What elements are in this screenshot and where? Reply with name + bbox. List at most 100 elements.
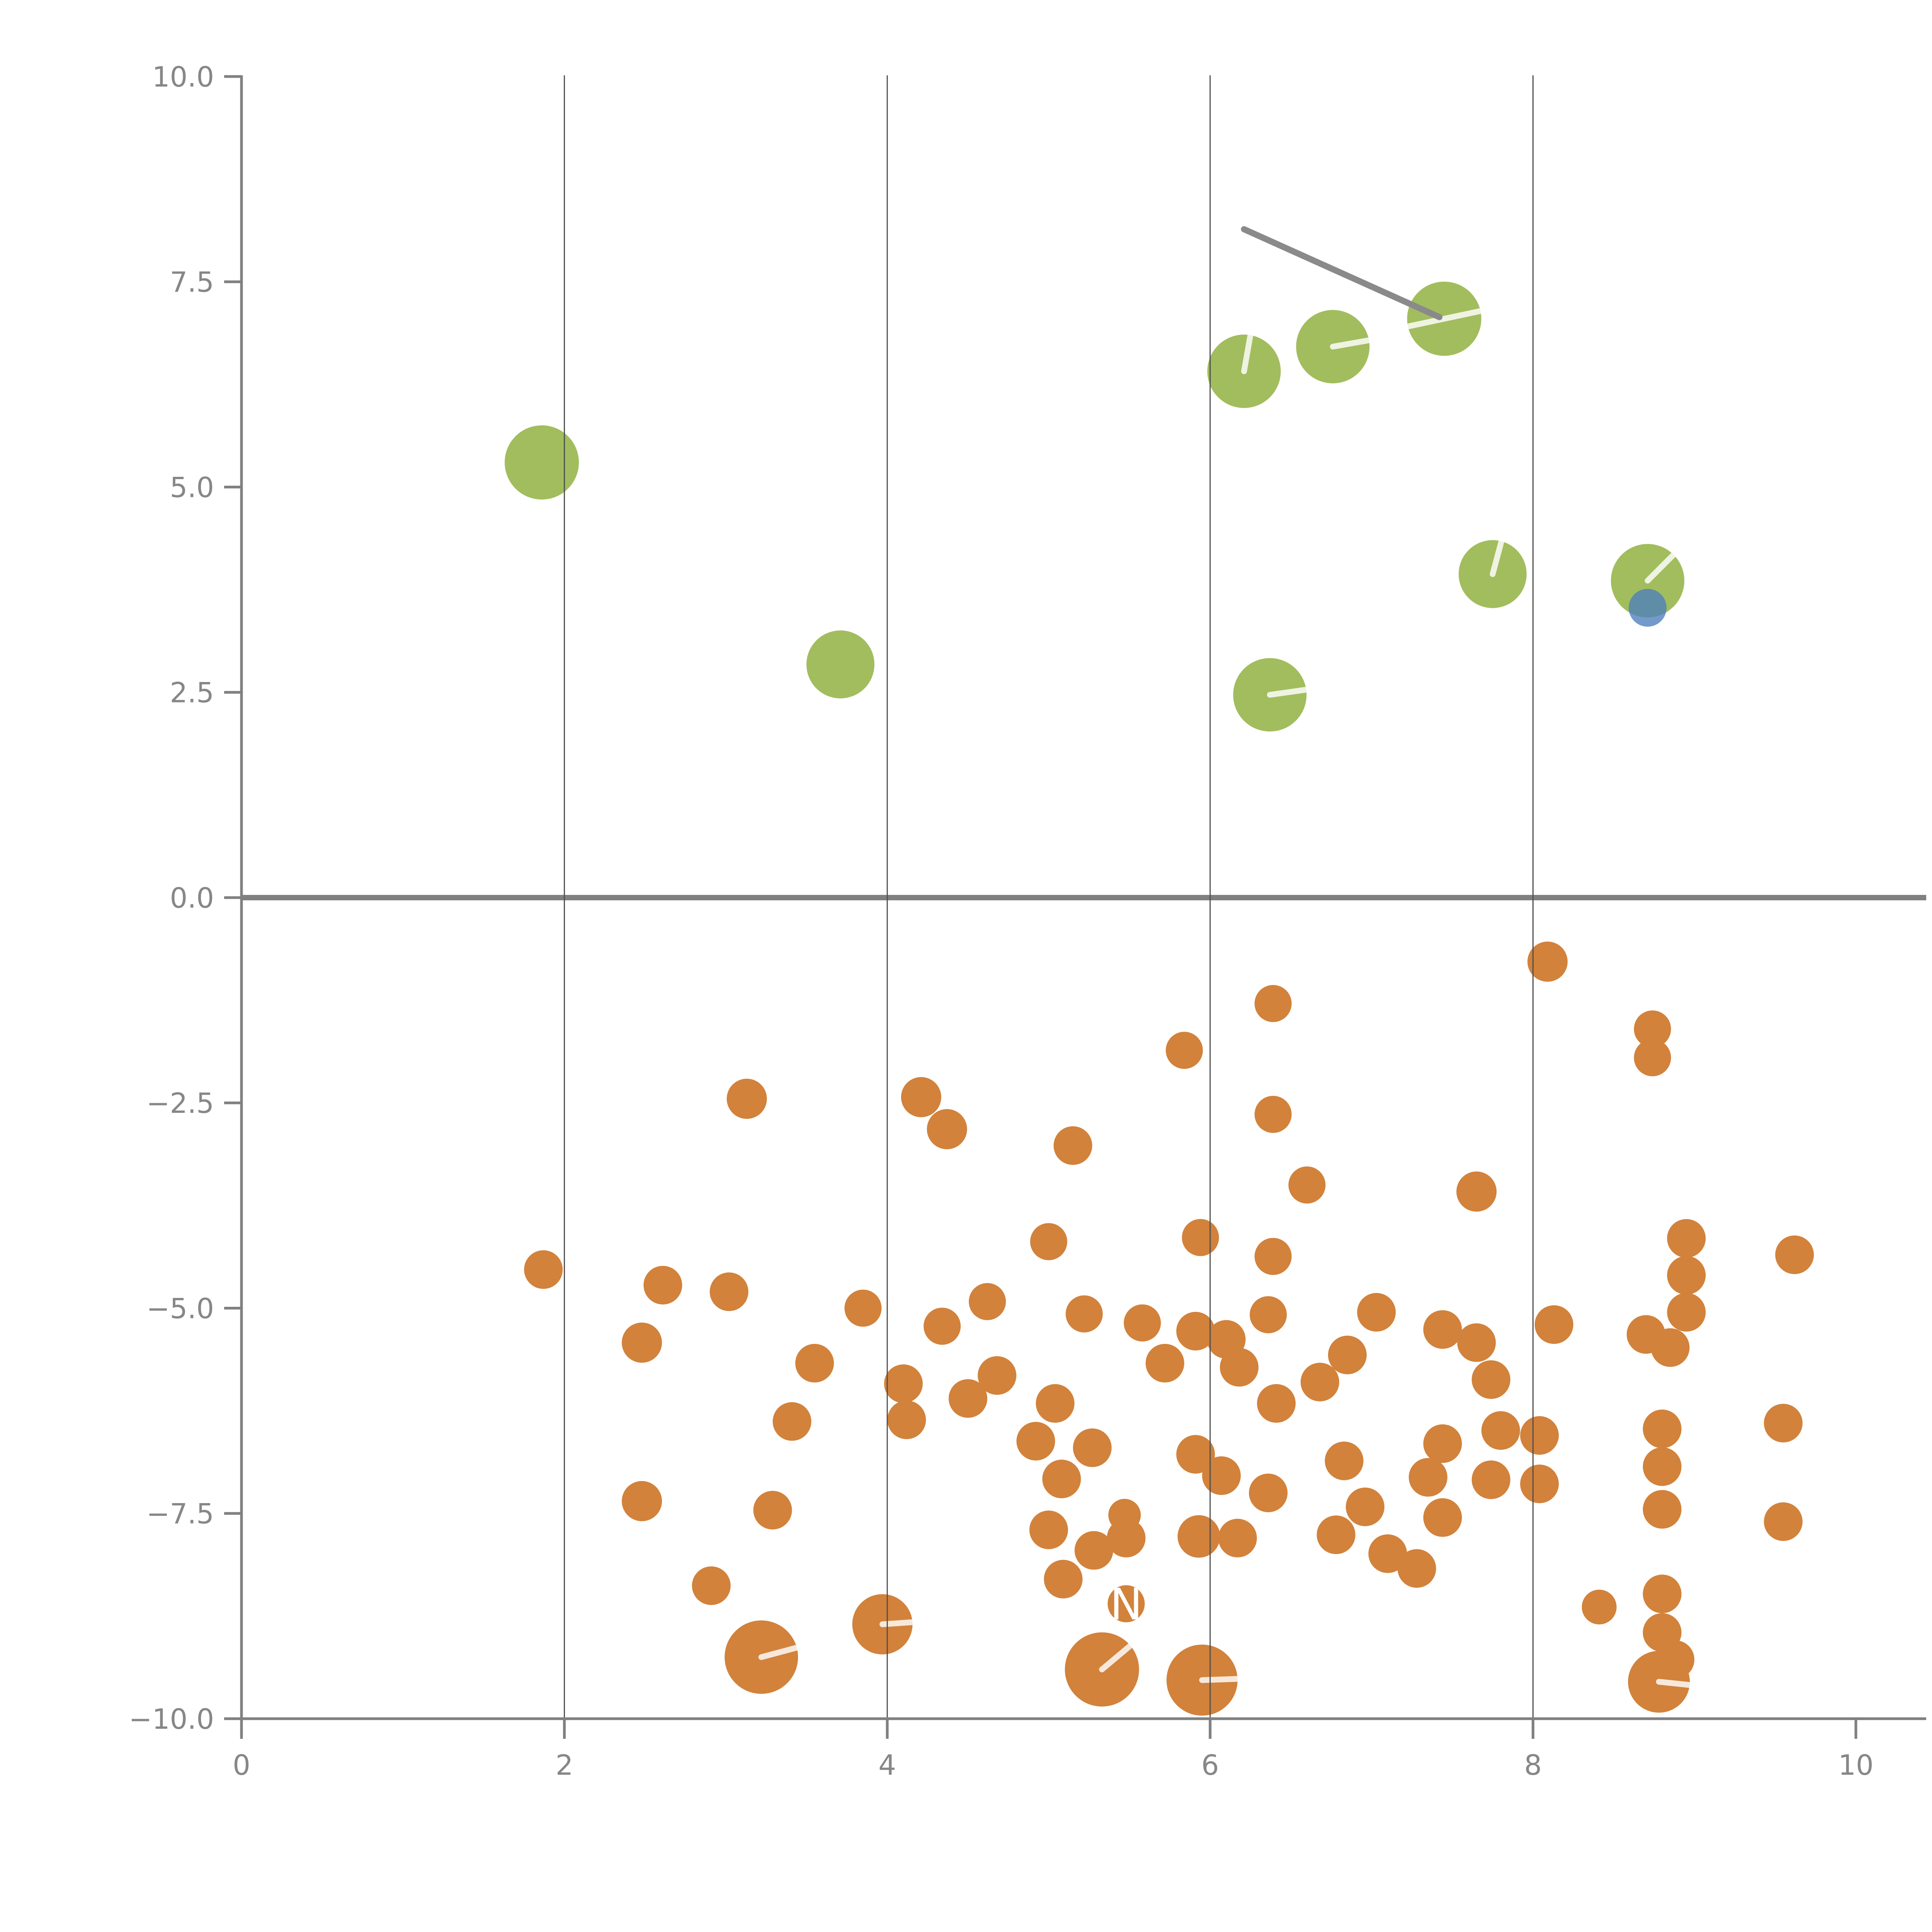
marker-tick-line (1490, 539, 1504, 577)
orange-point (1176, 1435, 1215, 1474)
orange-point (1520, 1464, 1559, 1503)
orange-point (1643, 1447, 1682, 1486)
x-tick-label: 0 (233, 1749, 250, 1781)
orange-point (1520, 1416, 1559, 1455)
orange-point (1667, 1219, 1706, 1258)
orange-point (884, 1364, 923, 1403)
orange-point (844, 1289, 882, 1327)
x-tick-label: 10 (1838, 1749, 1874, 1781)
orange-point (1325, 1441, 1364, 1480)
y-tick-label: −5.0 (146, 1292, 214, 1325)
orange-point (1423, 1424, 1462, 1463)
orange-point (978, 1356, 1017, 1395)
orange-point (1316, 1515, 1355, 1554)
y-tick-label: 2.5 (170, 677, 214, 709)
orange-point (1202, 1456, 1241, 1495)
orange-point (1053, 1126, 1092, 1165)
orange-point (949, 1379, 988, 1418)
orange-point (1124, 1304, 1161, 1342)
orange-point (753, 1491, 792, 1530)
orange-point (1764, 1502, 1803, 1541)
orange-point (1220, 1348, 1259, 1387)
orange-point (1481, 1411, 1520, 1450)
orange-point (1300, 1362, 1339, 1401)
orange-point (1254, 985, 1292, 1022)
orange-point (1145, 1344, 1184, 1383)
orange-point (1397, 1549, 1436, 1588)
orange-point (1423, 1498, 1462, 1537)
orange-point (923, 1308, 961, 1345)
marker-tick-line (1406, 308, 1483, 329)
annotation-line (1241, 226, 1443, 320)
orange-point (1408, 1458, 1447, 1497)
orange-point (1029, 1510, 1068, 1549)
orange-point (1288, 1166, 1326, 1204)
orange-point (1345, 1487, 1384, 1526)
orange-point (1074, 1531, 1113, 1570)
orange-point (1534, 1305, 1573, 1344)
orange-point (1527, 941, 1568, 982)
orange-point (1667, 1293, 1706, 1332)
orange-point (772, 1402, 811, 1441)
orange-point (1457, 1323, 1496, 1362)
point-label-N: N (1110, 1580, 1143, 1630)
orange-point (1257, 1384, 1296, 1423)
orange-point (1634, 1010, 1671, 1048)
orange-point (1254, 1096, 1292, 1133)
orange-point (795, 1344, 834, 1383)
orange-point (1582, 1590, 1617, 1624)
orange-point (1030, 1223, 1067, 1260)
marker-tick-line (1199, 1676, 1240, 1683)
orange-point (622, 1481, 662, 1521)
orange-point (622, 1322, 662, 1363)
orange-point (1667, 1256, 1706, 1295)
orange-point (1042, 1459, 1081, 1498)
orange-point (1036, 1384, 1075, 1423)
orange-point (643, 1266, 682, 1304)
x-tick-label: 6 (1201, 1749, 1219, 1781)
marker-tick-line (758, 1645, 799, 1660)
marker-tick-line (1099, 1643, 1133, 1672)
y-tick-label: 7.5 (170, 266, 214, 298)
orange-point (1775, 1235, 1814, 1274)
marker-tick-line (1645, 553, 1676, 584)
orange-point (1471, 1360, 1510, 1399)
orange-point (887, 1400, 926, 1439)
orange-point (1176, 1312, 1215, 1350)
orange-point (1643, 1490, 1682, 1529)
orange-point (1065, 1295, 1103, 1333)
y-tick-label: 10.0 (152, 61, 214, 93)
y-tick-label: 0.0 (170, 882, 214, 914)
x-tick-label: 4 (878, 1749, 896, 1781)
y-tick-label: −2.5 (146, 1087, 214, 1119)
green-point (505, 425, 579, 500)
orange-point (927, 1109, 967, 1150)
x-tick-label: 2 (556, 1749, 573, 1781)
y-tick-label: −10.0 (129, 1703, 214, 1735)
orange-point (1471, 1460, 1510, 1499)
orange-point (1643, 1575, 1682, 1613)
orange-point (1368, 1534, 1407, 1573)
marker-tick-line (1330, 337, 1371, 350)
orange-point (1218, 1519, 1257, 1558)
orange-point (901, 1077, 941, 1117)
orange-point (1107, 1519, 1146, 1558)
orange-point (1328, 1335, 1367, 1374)
green-point (806, 630, 875, 699)
orange-point (1651, 1328, 1690, 1367)
orange-point (1634, 1039, 1671, 1077)
orange-point (1182, 1219, 1219, 1256)
orange-point (1643, 1409, 1682, 1448)
orange-point (1249, 1473, 1288, 1512)
orange-point (1107, 1585, 1145, 1622)
orange-point (1423, 1310, 1462, 1349)
marker-tick-line (1656, 1679, 1692, 1688)
orange-point (1073, 1428, 1112, 1467)
orange-point (709, 1272, 748, 1311)
orange-point (1456, 1171, 1497, 1212)
orange-point (1254, 1238, 1292, 1275)
orange-point (524, 1250, 563, 1289)
orange-point (692, 1566, 731, 1605)
